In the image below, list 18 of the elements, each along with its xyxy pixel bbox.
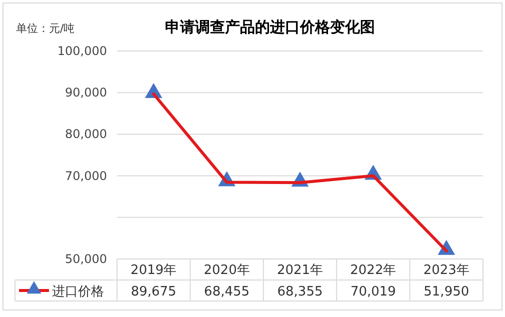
x-tick-label: 2020年 <box>204 263 250 278</box>
data-label: 70,019 <box>350 284 396 300</box>
y-tick-label: 80,000 <box>65 127 107 142</box>
legend-label: 进口价格 <box>52 284 104 300</box>
y-tick-label: 90,000 <box>65 86 107 100</box>
y-tick-label: 100,000 <box>57 44 107 58</box>
chart-title: 申请调查产品的进口价格变化图 <box>165 18 375 36</box>
data-label: 51,950 <box>424 284 470 300</box>
y-axis-title: 单位：元/吨 <box>16 22 75 35</box>
data-label: 68,455 <box>204 284 250 300</box>
y-tick-label: 50,000 <box>65 252 107 266</box>
x-tick-label: 2022年 <box>350 263 396 278</box>
x-tick-label: 2021年 <box>276 263 324 278</box>
x-tick-label: 2023年 <box>423 263 470 278</box>
data-label: 89,675 <box>130 284 176 300</box>
data-label: 68,355 <box>277 284 323 300</box>
x-tick-label: 2019年 <box>130 263 177 278</box>
y-tick-label: 70,000 <box>65 168 107 183</box>
